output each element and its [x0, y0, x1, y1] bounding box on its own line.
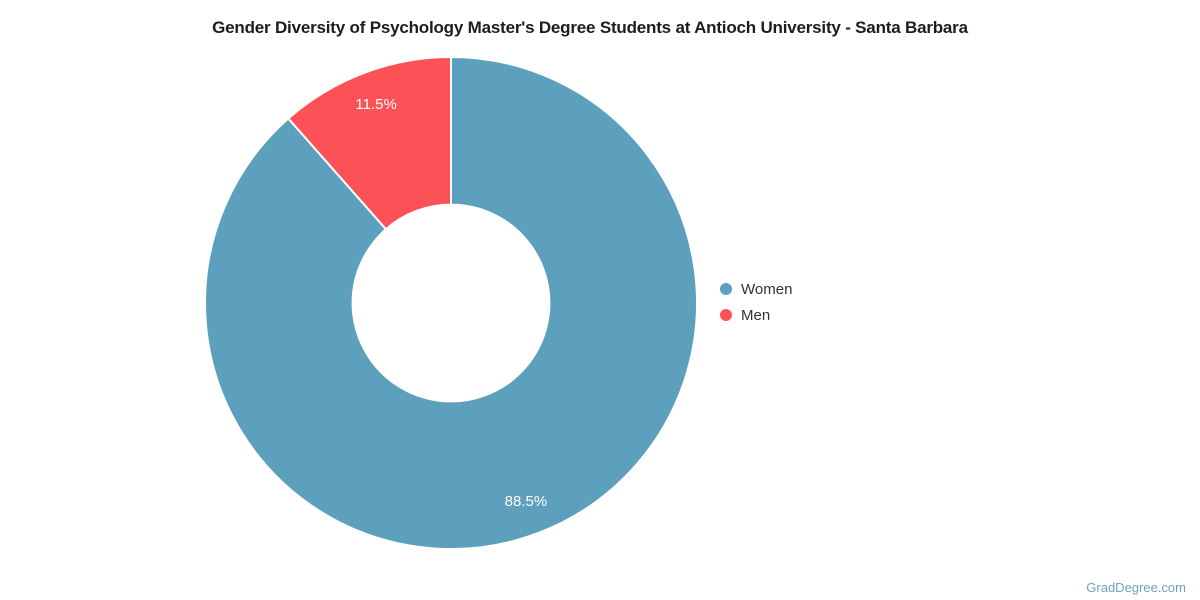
slice-men[interactable]	[287, 56, 452, 231]
slice-percent-label-men: 11.5%	[355, 96, 396, 113]
chart-title: Gender Diversity of Psychology Master's …	[212, 18, 968, 37]
watermark-link[interactable]: GradDegree.com	[1086, 580, 1186, 595]
legend-marker-women-icon	[720, 283, 732, 295]
legend-item-women[interactable]: Women	[720, 276, 792, 302]
legend: Women Men	[720, 276, 792, 328]
slice-percent-label-women: 88.5%	[505, 493, 548, 510]
legend-label-men: Men	[741, 306, 771, 324]
legend-item-men[interactable]: Men	[720, 302, 792, 328]
legend-label-women: Women	[741, 280, 793, 298]
slice-women[interactable]	[204, 56, 698, 550]
legend-marker-men-icon	[720, 309, 732, 321]
